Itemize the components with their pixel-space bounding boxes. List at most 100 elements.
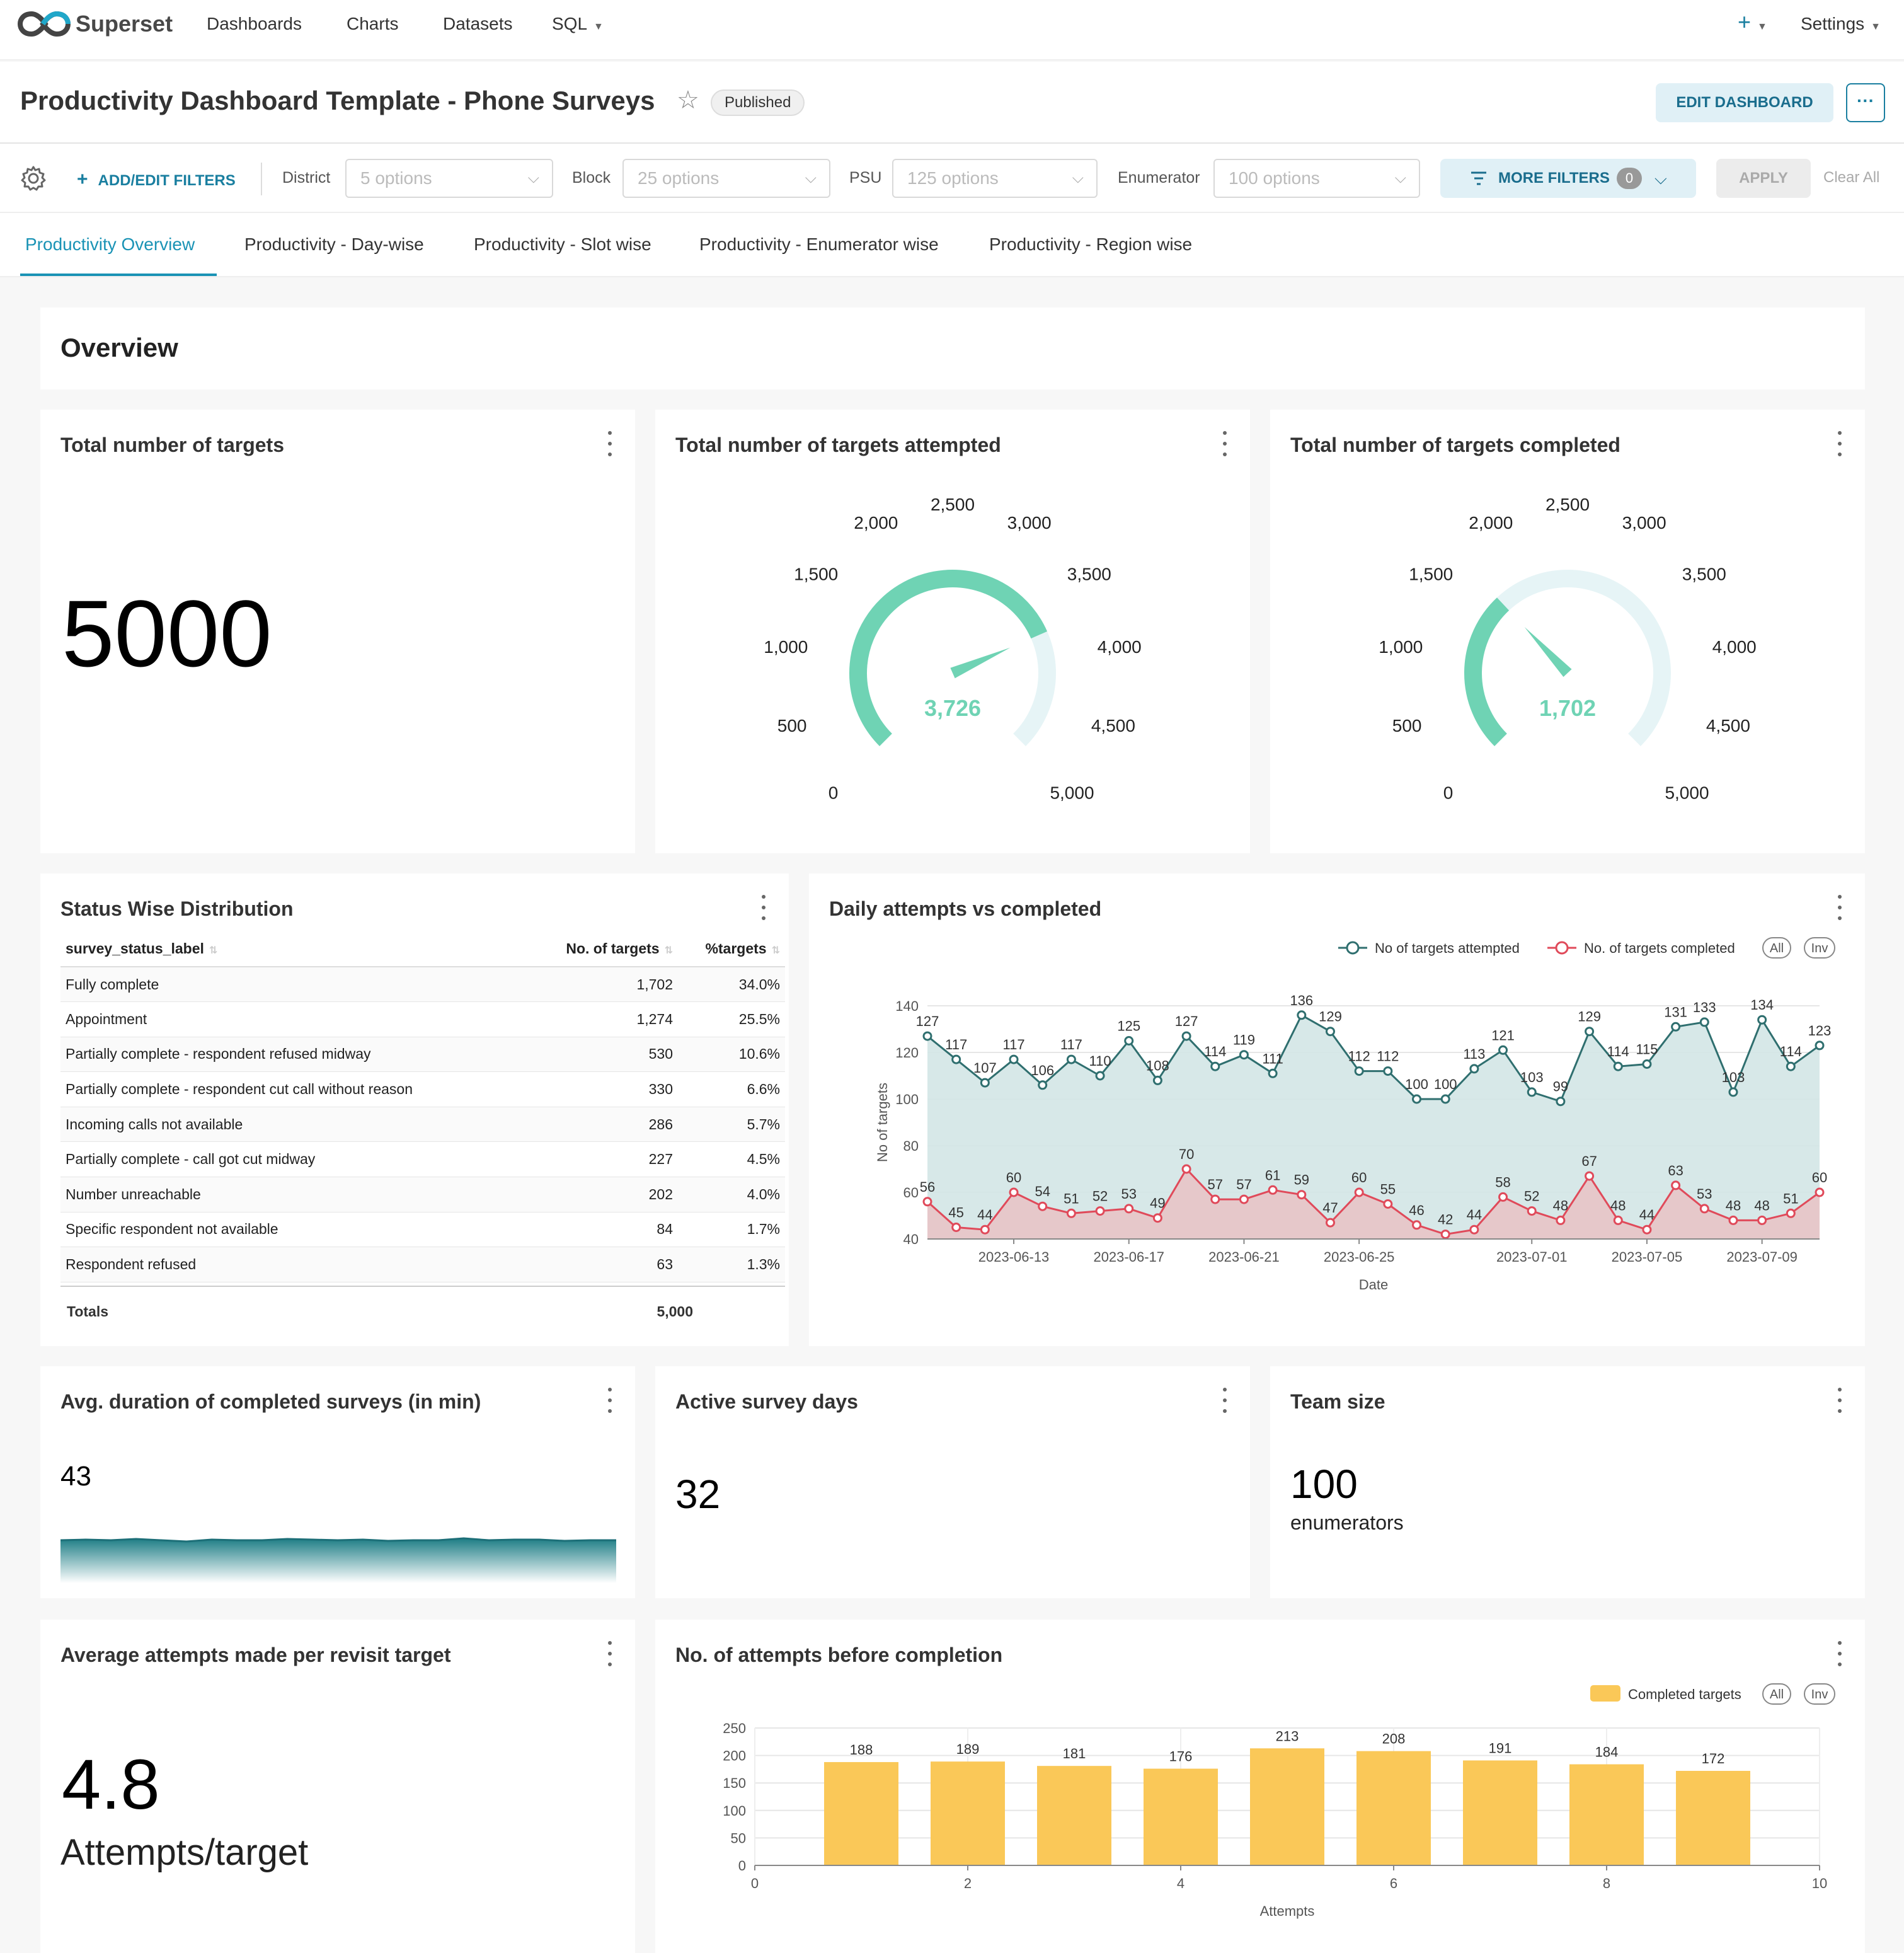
data-label: 129 (1319, 1009, 1342, 1025)
data-label: 67 (1581, 1153, 1597, 1169)
table-cell: 1.7% (678, 1212, 785, 1248)
gauge-tick-label: 2,500 (931, 495, 975, 514)
big-number-subtitle: Attempts/target (60, 1832, 309, 1873)
y-tick-label: 100 (723, 1803, 746, 1819)
data-point (1699, 1204, 1709, 1214)
data-point (1095, 1206, 1105, 1216)
data-label: 129 (1578, 1009, 1601, 1025)
bar-data-label: 213 (1276, 1728, 1299, 1744)
data-label: 117 (1002, 1037, 1024, 1052)
data-point (1152, 1075, 1162, 1085)
table-cell: 202 (527, 1177, 678, 1213)
table-cell: 25.5% (678, 1001, 785, 1037)
data-label: 44 (1467, 1207, 1482, 1223)
tab-day-wise[interactable]: Productivity - Day-wise (244, 234, 424, 254)
apply-button[interactable]: APPLY (1716, 159, 1811, 198)
card-menu-icon[interactable] (604, 1641, 616, 1666)
legend-pill-label: All (1770, 1688, 1784, 1702)
nav-sql[interactable]: SQL ▼ (552, 14, 604, 34)
tab-region-wise[interactable]: Productivity - Region wise (989, 234, 1193, 254)
table-cell: 84 (527, 1212, 678, 1248)
table-row: Appointment 1,274 25.5% (60, 1001, 785, 1037)
card-attempts-before-completion: No. of attempts before completion Comple… (655, 1620, 1865, 1953)
data-label: 61 (1265, 1167, 1280, 1183)
card-menu-icon[interactable] (1219, 431, 1231, 456)
data-label: 111 (1262, 1051, 1283, 1066)
tab-slot-wise[interactable]: Productivity - Slot wise (474, 234, 651, 254)
more-filters-button[interactable]: MORE FILTERS 0 ⌵ (1440, 159, 1696, 198)
superset-logo[interactable]: Superset (18, 10, 173, 38)
tab-productivity-overview[interactable]: Productivity Overview (25, 234, 195, 254)
data-point (1498, 1192, 1508, 1202)
card-menu-icon[interactable] (604, 431, 616, 456)
data-point (1297, 1190, 1307, 1200)
table-cell: 1,274 (527, 1001, 678, 1037)
bar (1037, 1766, 1111, 1865)
status-table-container[interactable]: survey_status_label ⇅ No. of targets ⇅ %ta… (60, 931, 785, 1284)
edit-dashboard-button[interactable]: EDIT DASHBOARD (1656, 83, 1833, 122)
data-point (980, 1224, 990, 1235)
settings-menu[interactable]: Settings ▼ (1801, 14, 1881, 34)
district-select[interactable]: 5 options ⌵ (345, 159, 553, 198)
x-tick-label: 0 (751, 1875, 759, 1891)
gauge-tick-label: 4,000 (1098, 637, 1142, 657)
data-label: 113 (1463, 1046, 1485, 1062)
card-avg-duration: Avg. duration of completed surveys (in m… (40, 1366, 635, 1598)
data-point (1239, 1194, 1249, 1204)
data-point (1412, 1220, 1422, 1230)
table-row: Number unreachable 202 4.0% (60, 1177, 785, 1213)
card-title: Avg. duration of completed surveys (in m… (60, 1390, 481, 1413)
tab-enumerator-wise[interactable]: Productivity - Enumerator wise (699, 234, 939, 254)
status-table: survey_status_label ⇅ No. of targets ⇅ %ta… (60, 931, 785, 1284)
table-cell: 530 (527, 1037, 678, 1073)
plus-icon: + (77, 169, 88, 190)
add-new-menu[interactable]: + ▼ (1738, 9, 1767, 35)
card-menu-icon[interactable] (1833, 431, 1846, 456)
nav-datasets[interactable]: Datasets (443, 14, 513, 33)
column-header[interactable]: No. of targets ⇅ (527, 931, 678, 967)
data-label: 114 (1780, 1044, 1802, 1059)
data-label: 56 (920, 1179, 935, 1195)
data-point (1527, 1206, 1537, 1216)
dashboard-title[interactable]: Productivity Dashboard Template - Phone … (20, 86, 655, 115)
big-number: 32 (675, 1472, 721, 1517)
column-header[interactable]: survey_status_label ⇅ (60, 931, 527, 967)
clear-all-button[interactable]: Clear All (1823, 169, 1880, 186)
data-point (1815, 1187, 1825, 1197)
add-edit-filters-button[interactable]: + ADD/EDIT FILTERS (77, 169, 236, 190)
gauge-tick-label: 2,000 (1469, 513, 1513, 533)
column-header[interactable]: %targets ⇅ (678, 931, 785, 967)
card-menu-icon[interactable] (757, 895, 770, 920)
nav-charts[interactable]: Charts (347, 14, 399, 33)
gear-icon[interactable] (20, 165, 47, 192)
filter-count-badge: 0 (1617, 168, 1642, 189)
gauge-progress-arc (1464, 597, 1510, 746)
data-label: 45 (948, 1205, 963, 1221)
psu-select[interactable]: 125 options ⌵ (892, 159, 1098, 198)
totals-value: 5,000 (657, 1303, 693, 1320)
favorite-star-icon[interactable]: ☆ (677, 86, 699, 114)
data-point (1757, 1215, 1767, 1225)
gauge-pointer (1524, 626, 1572, 677)
legend-swatch (1590, 1685, 1620, 1702)
data-point (1786, 1061, 1796, 1071)
trendline-sparkline (60, 1537, 616, 1583)
enumerator-select[interactable]: 100 options ⌵ (1213, 159, 1420, 198)
card-menu-icon[interactable] (1833, 895, 1846, 920)
card-menu-icon[interactable] (1219, 1388, 1231, 1413)
card-menu-icon[interactable] (1833, 1641, 1846, 1666)
data-label: 51 (1064, 1190, 1079, 1206)
data-label: 60 (1812, 1170, 1827, 1185)
published-badge[interactable]: Published (711, 89, 805, 116)
bar-data-label: 176 (1169, 1749, 1193, 1765)
block-select[interactable]: 25 options ⌵ (622, 159, 830, 198)
data-point (1152, 1213, 1162, 1223)
card-menu-icon[interactable] (1833, 1388, 1846, 1413)
legend-pill-button (1804, 1683, 1835, 1705)
gauge-tick-label: 3,000 (1622, 513, 1666, 533)
nav-dashboards[interactable]: Dashboards (207, 14, 302, 33)
column-header-label: survey_status_label (66, 940, 204, 957)
card-menu-icon[interactable] (604, 1388, 616, 1413)
more-options-button[interactable]: ··· (1846, 83, 1885, 122)
y-tick-label: 140 (895, 998, 919, 1014)
